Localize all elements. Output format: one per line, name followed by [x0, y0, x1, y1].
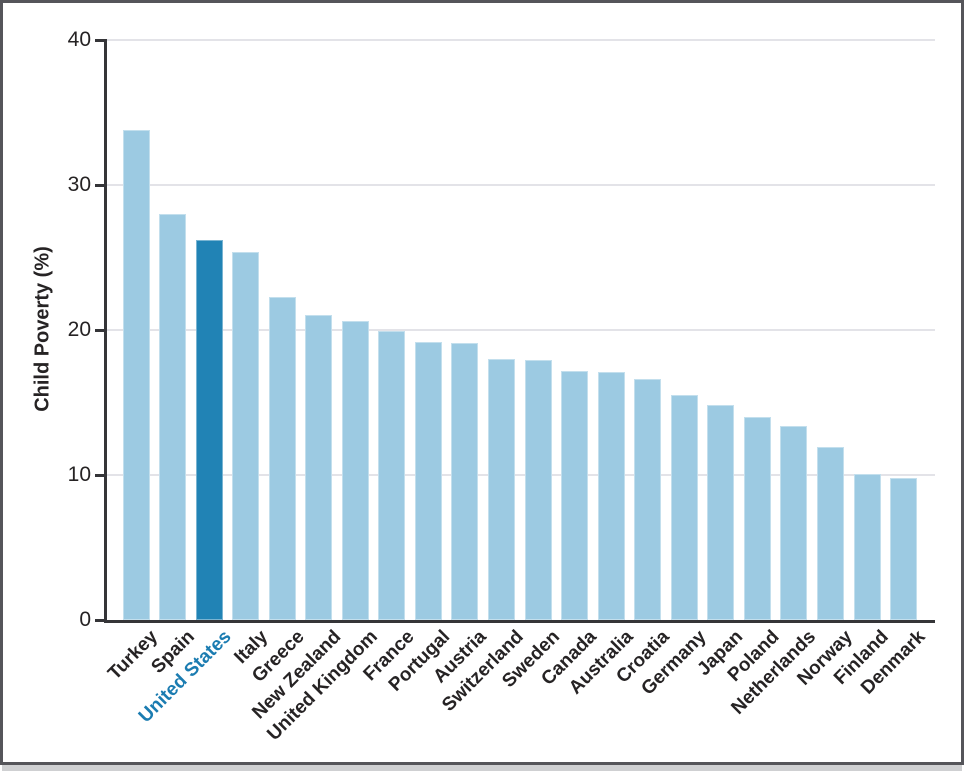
- y-tick-label-0: 0: [79, 608, 91, 631]
- bar-poland: [744, 417, 771, 620]
- bar-netherlands: [780, 426, 807, 620]
- gridline-20: [107, 329, 935, 331]
- gridline-10: [107, 474, 935, 476]
- bar-portugal: [415, 342, 442, 620]
- bar-canada: [561, 371, 588, 620]
- y-tick-label-20: 20: [67, 318, 91, 341]
- bar-australia: [598, 372, 625, 620]
- bar-germany: [671, 395, 698, 620]
- bar-norway: [817, 447, 844, 620]
- y-tick-10: [95, 474, 107, 477]
- bar-sweden: [525, 360, 552, 620]
- bar-france: [378, 331, 405, 620]
- gridline-30: [107, 184, 935, 186]
- y-tick-20: [95, 329, 107, 332]
- bar-united-kingdom: [342, 321, 369, 620]
- bar-united-states: [196, 240, 223, 620]
- x-axis-line: [104, 620, 935, 623]
- gridline-40: [107, 39, 935, 41]
- bar-greece: [269, 297, 296, 620]
- bar-croatia: [634, 379, 661, 620]
- bar-denmark: [890, 478, 917, 620]
- bar-finland: [854, 474, 881, 620]
- y-tick-0: [95, 619, 107, 622]
- bar-spain: [159, 214, 186, 620]
- y-tick-40: [95, 39, 107, 42]
- bar-switzerland: [488, 359, 515, 620]
- figure-frame-shadow: [2, 765, 962, 771]
- y-axis-line: [104, 41, 107, 623]
- y-tick-30: [95, 184, 107, 187]
- bar-turkey: [123, 130, 150, 620]
- y-tick-label-10: 10: [67, 463, 91, 486]
- bar-new-zealand: [305, 315, 332, 620]
- bar-austria: [451, 343, 478, 620]
- bar-italy: [232, 252, 259, 620]
- y-tick-label-30: 30: [67, 173, 91, 196]
- bar-japan: [707, 405, 734, 620]
- y-tick-label-40: 40: [67, 28, 91, 51]
